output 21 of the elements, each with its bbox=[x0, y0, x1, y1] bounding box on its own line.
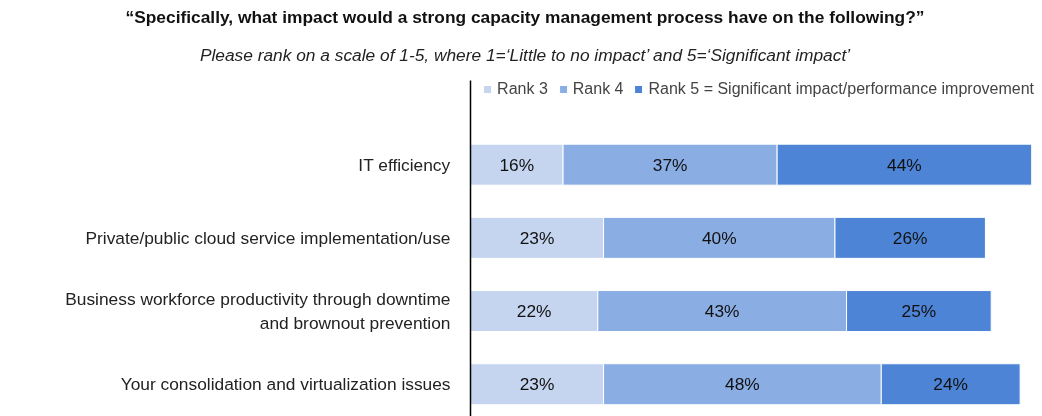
y-tick-label: Business workforce productivity through downtime and brownout prevention bbox=[65, 289, 451, 334]
legend-label: Rank 3 bbox=[497, 80, 548, 98]
y-tick-label: Your consolidation and virtualization issues bbox=[120, 374, 451, 395]
data-label: 37% bbox=[652, 154, 688, 175]
data-label: 24% bbox=[933, 374, 969, 395]
legend-label: Rank 4 bbox=[572, 80, 624, 98]
data-label: 48% bbox=[725, 374, 760, 395]
y-tick-label: Private/public cloud service implementation/use bbox=[85, 227, 451, 248]
chart-subtitle: Please rank on a scale of 1-5, where 1=‘Little to no impact’ and 5=‘Significant impact’ bbox=[199, 44, 851, 67]
data-label: 44% bbox=[887, 154, 922, 175]
data-label: 43% bbox=[704, 301, 740, 322]
data-label: 40% bbox=[701, 227, 737, 248]
data-label: 25% bbox=[901, 301, 937, 322]
chart-title: “Specifically, what impact would a strong capacity management process have on the following?” bbox=[125, 6, 925, 29]
data-label: 23% bbox=[519, 227, 555, 248]
data-label: 26% bbox=[892, 227, 928, 248]
data-label: 23% bbox=[519, 374, 555, 395]
y-tick-label: IT efficiency bbox=[358, 154, 451, 175]
data-label: 22% bbox=[516, 301, 552, 322]
legend-label: Rank 5 = Significant impact/performance improvement bbox=[648, 80, 1034, 98]
data-label: 16% bbox=[499, 154, 535, 175]
